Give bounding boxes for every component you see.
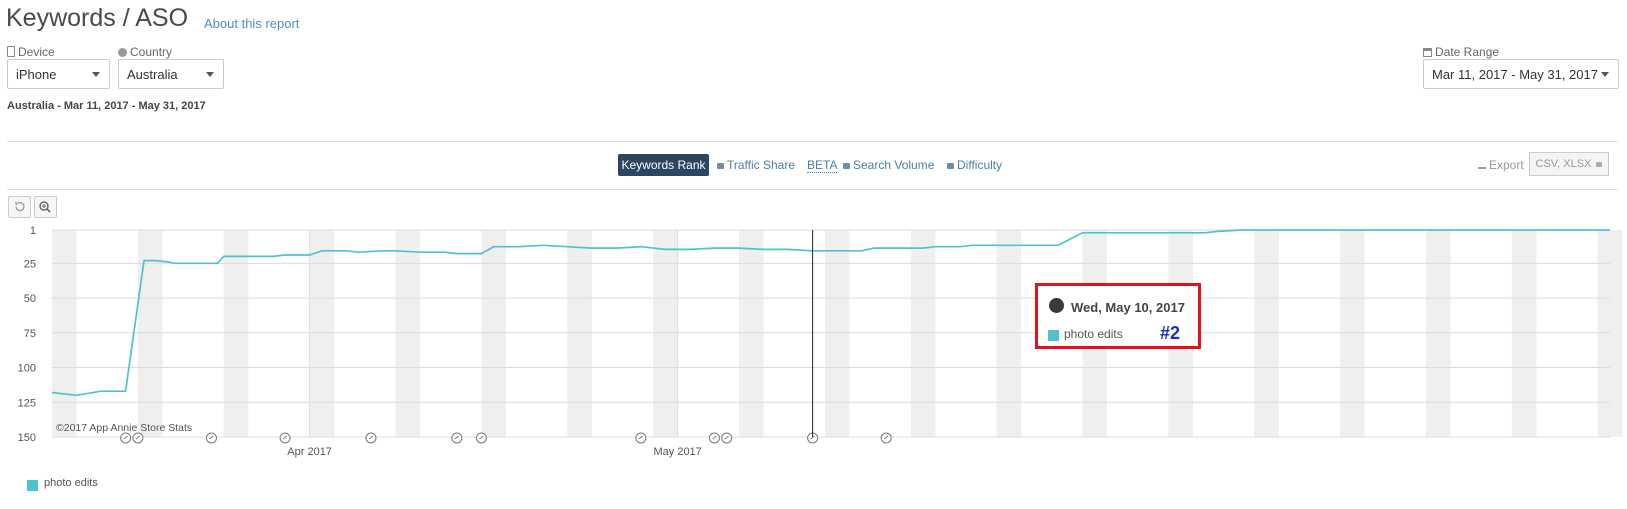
event-marker[interactable]: [708, 432, 720, 444]
event-marker[interactable]: [451, 432, 463, 444]
country-label-group: Country: [118, 45, 172, 59]
chart-tooltip: Wed, May 10, 2017 photo edits #2: [1035, 283, 1201, 349]
weekend-band: [395, 230, 421, 437]
export-group: Export: [1478, 158, 1524, 172]
undo-icon: [15, 201, 25, 212]
tab-difficulty[interactable]: Difficulty: [947, 158, 1002, 172]
traffic-share-label: Traffic Share: [727, 158, 796, 172]
y-tick-label: 75: [24, 328, 36, 340]
lock-icon: [843, 163, 850, 169]
divider: [7, 189, 1618, 190]
country-select[interactable]: Australia: [118, 59, 224, 89]
weekend-band: [567, 230, 592, 437]
country-value: Australia: [127, 67, 178, 82]
chevron-down-icon: [1601, 72, 1609, 77]
beta-badge: BETA: [807, 158, 838, 173]
tooltip-series-swatch: [1048, 330, 1059, 341]
weekend-band: [481, 230, 506, 437]
weekend-band: [52, 230, 77, 437]
legend-swatch[interactable]: [27, 480, 38, 491]
weekend-band: [1425, 230, 1451, 437]
difficulty-label: Difficulty: [957, 158, 1003, 172]
event-marker[interactable]: [132, 432, 144, 444]
weekend-band: [223, 230, 249, 437]
event-marker[interactable]: [721, 432, 733, 444]
weekend-band: [1511, 230, 1537, 437]
event-marker[interactable]: [279, 432, 291, 444]
tab-search-volume[interactable]: Search Volume: [843, 158, 934, 172]
report-summary: Australia - Mar 11, 2017 - May 31, 2017: [7, 100, 206, 112]
calendar-icon: [1423, 48, 1432, 57]
date-range-label-group: Date Range: [1423, 45, 1499, 59]
y-tick-label: 1: [30, 225, 36, 237]
export-format-label: CSV, XLSX: [1535, 158, 1592, 170]
tooltip-date: Wed, May 10, 2017: [1071, 300, 1185, 315]
legend-label[interactable]: photo edits: [44, 477, 98, 489]
zoom-button[interactable]: [34, 196, 57, 218]
tooltip-rank: #2: [1160, 323, 1181, 343]
chart-credit: ©2017 App Annie Store Stats: [56, 422, 192, 434]
page-title: Keywords / ASO: [6, 4, 189, 32]
weekend-band: [824, 230, 850, 437]
country-label: Country: [130, 45, 173, 59]
divider: [7, 141, 1618, 142]
date-range-label: Date Range: [1435, 45, 1500, 59]
event-marker[interactable]: [120, 432, 132, 444]
y-tick-label: 150: [18, 432, 36, 444]
download-icon: [1478, 161, 1486, 169]
globe-icon: [1049, 298, 1064, 313]
weekend-band: [996, 230, 1022, 437]
date-range-value: Mar 11, 2017 - May 31, 2017: [1432, 67, 1598, 82]
x-tick-label: Apr 2017: [287, 446, 332, 458]
device-value: iPhone: [16, 67, 57, 82]
event-marker[interactable]: [635, 432, 647, 444]
y-tick-label: 100: [18, 363, 36, 375]
lock-icon: [947, 163, 954, 169]
phone-icon: [7, 46, 15, 57]
weekend-band: [910, 230, 936, 437]
weekend-band: [1340, 230, 1365, 437]
device-select[interactable]: iPhone: [7, 59, 110, 89]
lock-icon: [1596, 162, 1603, 167]
y-tick-label: 50: [24, 293, 36, 305]
y-tick-label: 125: [18, 397, 36, 409]
weekend-band: [738, 230, 764, 437]
event-marker[interactable]: [205, 432, 217, 444]
export-label: Export: [1489, 158, 1524, 172]
lock-icon: [717, 163, 724, 169]
tab-keywords-rank[interactable]: Keywords Rank: [618, 154, 709, 176]
date-range-select[interactable]: Mar 11, 2017 - May 31, 2017: [1423, 59, 1619, 89]
tab-traffic-share[interactable]: Traffic Share: [717, 158, 795, 172]
chevron-down-icon: [92, 72, 100, 77]
series-line-photo-edits: [51, 229, 1610, 397]
event-marker[interactable]: [475, 432, 487, 444]
device-label-group: Device: [7, 45, 55, 59]
tooltip-series-name: photo edits: [1064, 327, 1123, 341]
reset-zoom-button[interactable]: [8, 196, 31, 218]
device-label: Device: [18, 45, 55, 59]
weekend-band: [1597, 230, 1623, 437]
search-volume-label: Search Volume: [853, 158, 935, 172]
weekend-band: [309, 230, 335, 437]
x-tick-label: May 2017: [653, 446, 701, 458]
weekend-band: [653, 230, 678, 437]
weekend-band: [1254, 230, 1279, 437]
about-report-link[interactable]: About this report: [204, 16, 300, 31]
zoom-in-icon: [39, 201, 51, 213]
globe-icon: [118, 48, 127, 57]
y-tick-label: 25: [24, 258, 36, 270]
export-format-button[interactable]: CSV, XLSX: [1529, 152, 1609, 176]
event-marker[interactable]: [365, 432, 377, 444]
chevron-down-icon: [206, 72, 214, 77]
event-marker[interactable]: [880, 432, 892, 444]
